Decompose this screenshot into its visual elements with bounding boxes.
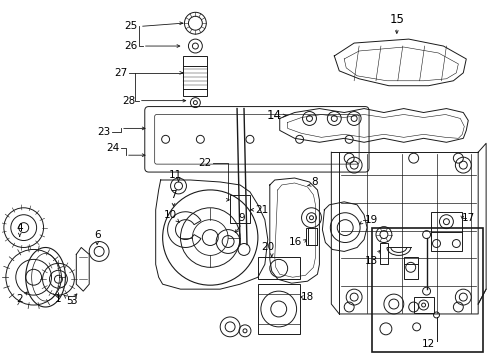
Text: 21: 21 [255, 205, 268, 215]
Text: 15: 15 [388, 13, 404, 26]
Text: 23: 23 [97, 127, 110, 138]
Text: 18: 18 [300, 292, 313, 302]
Text: 12: 12 [421, 339, 434, 349]
Text: 8: 8 [310, 177, 317, 187]
Text: 14: 14 [266, 109, 281, 122]
Text: 20: 20 [261, 243, 274, 252]
Text: 13: 13 [364, 256, 377, 266]
Bar [257, 257, 299, 279]
Text: 9: 9 [238, 213, 245, 223]
Text: 5: 5 [66, 296, 73, 306]
Text: 11: 11 [168, 170, 182, 180]
Text: 27: 27 [114, 68, 127, 78]
Bar [230, 195, 249, 223]
Text: 28: 28 [122, 96, 135, 105]
Text: 19: 19 [364, 215, 377, 225]
Bar [371, 228, 482, 352]
Bar [305, 228, 317, 246]
Bar [379, 243, 387, 264]
Bar [413, 297, 433, 313]
Text: 4: 4 [17, 222, 23, 233]
Text: 7: 7 [170, 190, 177, 200]
Bar [257, 284, 299, 334]
Text: 17: 17 [461, 213, 474, 223]
Text: 1: 1 [55, 294, 61, 304]
Text: 6: 6 [94, 230, 100, 239]
Text: 10: 10 [163, 210, 177, 220]
Text: 24: 24 [106, 143, 120, 153]
Bar [403, 257, 417, 279]
Text: 16: 16 [288, 237, 302, 247]
Text: 26: 26 [124, 41, 137, 51]
Text: 22: 22 [198, 158, 211, 168]
Text: 3: 3 [70, 296, 77, 306]
Bar [429, 212, 461, 251]
Bar [183, 56, 207, 96]
Text: 2: 2 [17, 294, 23, 304]
Text: 25: 25 [124, 21, 137, 31]
